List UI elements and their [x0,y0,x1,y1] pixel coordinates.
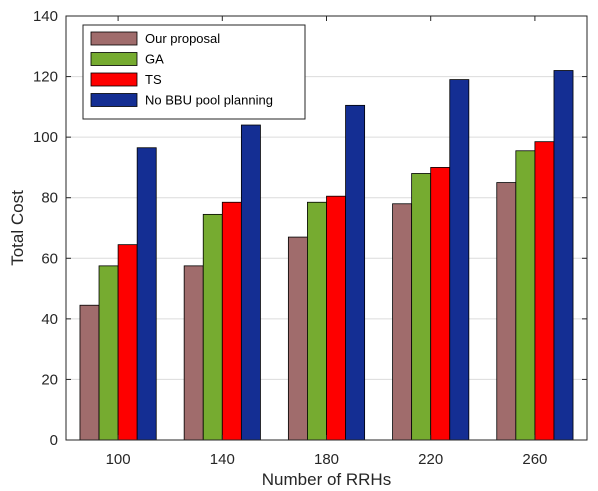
bar [98,265,119,441]
y-tick-label: 80 [41,190,58,207]
legend-label: No BBU pool planning [145,93,273,108]
y-tick-label: 40 [41,311,58,328]
bar [411,173,432,441]
bar [202,213,223,441]
bar [553,70,574,441]
x-tick-label: 100 [106,451,131,468]
bar [515,150,536,441]
bar [79,304,100,441]
bar [345,104,366,441]
y-tick-label: 120 [33,69,58,86]
legend: Our proposal GA TS No BBU pool planning [82,24,306,120]
bar [534,141,555,441]
y-tick-label: 100 [33,129,58,146]
legend-swatch [90,72,138,87]
x-tick-label: 180 [314,451,339,468]
bar [287,236,308,441]
y-tick-label: 20 [41,371,58,388]
bar [496,182,517,441]
legend-label: GA [145,52,164,67]
x-tick-label: 140 [210,451,235,468]
x-axis-title: Number of RRHs [262,470,391,489]
y-axis-title: Total Cost [8,190,27,266]
bar [240,124,261,441]
x-tick-label: 220 [418,451,443,468]
y-tick-label: 60 [41,250,58,267]
legend-label: TS [145,72,162,87]
legend-swatch [90,31,138,46]
legend-swatch [90,52,138,66]
bar [449,79,470,441]
y-tick-label: 140 [33,8,58,25]
bar [183,265,204,441]
x-tick-label: 260 [522,451,547,468]
bar [136,147,157,441]
bar [430,167,451,441]
bar [307,201,327,441]
bars [79,70,574,441]
bar [326,195,346,441]
axis-ticks: 0 20 40 60 80 100 120 140 100 140 180 220 260 [33,8,587,468]
legend-swatch [90,93,138,107]
bar [392,203,413,441]
bar [117,244,138,441]
bar [221,201,242,441]
y-tick-label: 0 [50,432,58,449]
legend-label: Our proposal [145,31,220,46]
